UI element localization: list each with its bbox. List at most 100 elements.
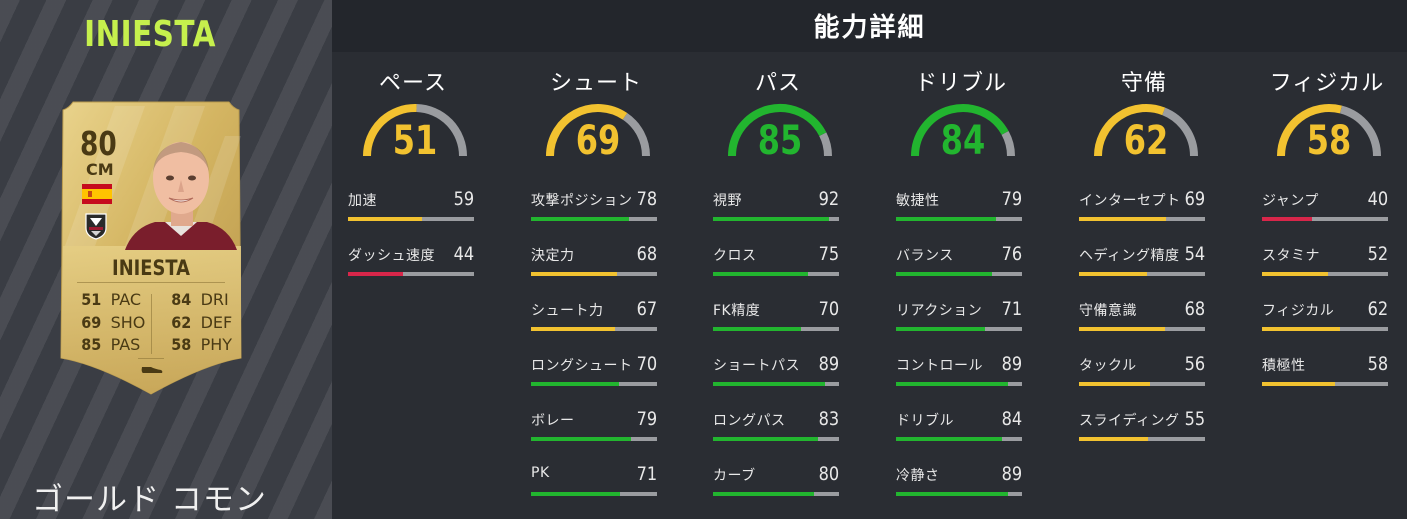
category-gauge [728,104,832,157]
stat-bar-fill [896,492,1009,496]
stat-bar-fill [1262,217,1313,221]
stat-label: バランス [896,248,954,264]
stat-bar-fill [1262,272,1328,276]
stat-bar-fill [1079,272,1148,276]
spain-flag-icon [82,184,112,204]
stat-bar-fill [348,217,423,221]
stat-label: ボレー [531,413,575,429]
stat-value: 62 [1367,298,1388,320]
stat-bar [713,272,839,276]
stat-bar-fill [713,492,814,496]
stat-bar [713,492,839,496]
stat-bar-fill [531,382,620,386]
category-name: パス [754,71,801,96]
stat-label: 攻撃ポジション [531,193,633,209]
boot-icon [141,367,163,373]
stat-bar-fill [896,272,992,276]
player-name-title: INIESTA [84,14,216,55]
stat-row: ジャンプ 40 [1262,188,1388,230]
stat-bar [896,327,1022,331]
stat-label: ロングシュート [531,358,633,374]
card-stat-pas: 85 PAS [81,335,141,354]
card-rarity-label: ゴールド コモン [32,482,267,518]
stat-label: 決定力 [531,248,575,264]
stat-bar-fill [1079,437,1149,441]
category-gauge [546,104,650,157]
stat-row: スライディング 55 [1079,408,1205,450]
vissel-kobe-badge-icon [85,213,107,240]
stat-bar-fill [1262,382,1336,386]
category-value: 84 [940,118,986,164]
stat-row: ロングシュート 70 [531,353,657,395]
stat-bar [896,272,1022,276]
category-value: 85 [757,118,803,164]
stat-value: 70 [818,298,839,320]
category-name: フィジカル [1269,71,1385,96]
stat-bar [896,382,1022,386]
gauge-fill [1277,104,1342,157]
stat-bar-fill [531,327,616,331]
stat-value: 55 [1184,408,1205,430]
card-stat-separator [151,294,152,354]
stat-bar-fill [1079,327,1165,331]
stat-bar [531,272,657,276]
stat-label: インターセプト [1079,193,1181,209]
stat-row: クロス 75 [713,243,839,285]
stat-value: 59 [453,188,474,210]
card-stat-phy: 58 PHY [171,335,233,354]
stat-bar-fill [713,217,829,221]
gauge-track [1339,105,1381,157]
stat-bar [1079,382,1205,386]
stat-bar [531,492,657,496]
gauge-fill [911,104,1009,157]
stat-bar [1079,437,1205,441]
stat-row: フィジカル 62 [1262,298,1388,340]
stat-value: 80 [818,463,839,485]
stat-row: バランス 76 [896,243,1022,285]
stat-row: ドリブル 84 [896,408,1022,450]
card-stats-left: 51 PAC 69 SHO 85 PAS [80,289,145,357]
gauge-fill [728,104,827,157]
stat-value: 84 [1001,408,1022,430]
stat-value: 92 [818,188,839,210]
category-gauge [363,104,467,157]
stat-label: フィジカル [1262,303,1335,319]
stat-value: 58 [1367,353,1388,375]
stat-bar-fill [713,437,818,441]
stat-row: 冷静さ 89 [896,463,1022,505]
stat-value: 83 [818,408,839,430]
stat-bar [896,437,1022,441]
stat-bar [896,492,1022,496]
stat-label: コントロール [896,358,983,374]
stat-bar [1079,217,1205,221]
category-name: シュート [549,71,642,96]
stat-bar-fill [1079,217,1166,221]
gauge-fill [363,104,417,157]
stat-bar-fill [1262,327,1341,331]
stat-bar-fill [531,492,621,496]
stat-value: 79 [636,408,657,430]
player-panel: INIESTA 80 CM [0,0,332,519]
stat-value: 54 [1184,243,1205,265]
stat-label: 加速 [348,193,377,209]
stat-bar-fill [531,272,617,276]
category-column: フィジカル 58 ジャンプ 40 スタミナ 52 フィジカル 62 積極性 58 [1262,52,1388,519]
stat-bar [713,382,839,386]
category-name: 守備 [1120,71,1167,96]
stat-label: スライディング [1079,413,1180,429]
category-column: ドリブル 84 敏捷性 79 バランス 76 リアクション 71 コントロール 89 ドリブル 84 冷… [896,52,1022,519]
stat-bar-fill [713,272,808,276]
stat-label: 冷静さ [896,468,940,484]
stat-bar-fill [1079,382,1150,386]
stat-label: ロングパス [713,413,786,429]
stat-bar [531,327,657,331]
stat-row: シュート力 67 [531,298,657,340]
category-gauge [1094,104,1198,157]
stat-label: ショートパス [713,358,800,374]
category-value: 62 [1123,118,1169,164]
stat-label: FK精度 [713,303,761,319]
player-card[interactable]: 80 CM INIESTA 51 PAC 69 [55,96,247,396]
stat-row: 敏捷性 79 [896,188,1022,230]
category-column: パス 85 視野 92 クロス 75 FK精度 70 ショートパス 89 ロングパス 83 カーブ 80 [713,52,839,519]
card-stat-sho: 69 SHO [81,312,146,332]
